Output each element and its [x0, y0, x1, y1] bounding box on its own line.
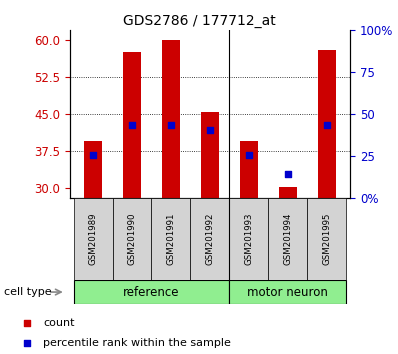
Bar [229, 280, 346, 304]
Text: GSM201993: GSM201993 [244, 213, 254, 265]
Point [129, 122, 135, 128]
Text: reference: reference [123, 286, 180, 298]
Point [246, 152, 252, 157]
Point [168, 122, 174, 128]
Bar [84, 141, 102, 198]
Bar [229, 198, 268, 280]
Bar [201, 112, 219, 198]
Text: percentile rank within the sample: percentile rank within the sample [43, 338, 231, 348]
Point [24, 341, 31, 346]
Text: GSM201989: GSM201989 [88, 213, 98, 265]
Point [24, 321, 31, 326]
Bar [74, 280, 229, 304]
Bar [279, 187, 297, 198]
Text: cell type: cell type [4, 287, 52, 297]
Bar [191, 198, 229, 280]
Text: motor neuron: motor neuron [248, 286, 328, 298]
Bar [74, 198, 113, 280]
Bar [307, 198, 346, 280]
Text: GSM201991: GSM201991 [166, 213, 176, 265]
Bar [240, 141, 258, 198]
Text: GSM201994: GSM201994 [283, 213, 293, 265]
Bar [268, 198, 307, 280]
Point [90, 152, 96, 157]
Text: GSM201990: GSM201990 [127, 213, 137, 265]
Text: count: count [43, 318, 74, 329]
Point [285, 171, 291, 177]
Text: GSM201995: GSM201995 [322, 213, 332, 265]
Point [207, 127, 213, 133]
Text: GSM201992: GSM201992 [205, 213, 215, 265]
Bar [318, 50, 336, 198]
Text: GDS2786 / 177712_at: GDS2786 / 177712_at [123, 14, 275, 28]
Bar [113, 198, 152, 280]
Point [324, 122, 330, 128]
Bar [123, 52, 141, 198]
Bar [152, 198, 191, 280]
Bar [162, 40, 180, 198]
